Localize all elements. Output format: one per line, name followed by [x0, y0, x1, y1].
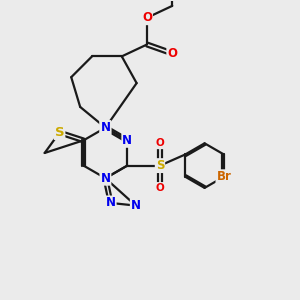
- Text: N: N: [122, 134, 132, 147]
- Text: N: N: [100, 121, 110, 134]
- Text: O: O: [142, 11, 152, 24]
- Text: S: S: [156, 159, 164, 172]
- Text: N: N: [100, 121, 110, 134]
- Text: N: N: [131, 199, 141, 212]
- Text: N: N: [100, 172, 110, 185]
- Text: S: S: [55, 126, 64, 139]
- Text: Br: Br: [216, 170, 231, 183]
- Text: O: O: [167, 47, 177, 60]
- Text: N: N: [106, 196, 116, 209]
- Text: O: O: [156, 183, 164, 193]
- Text: O: O: [156, 138, 164, 148]
